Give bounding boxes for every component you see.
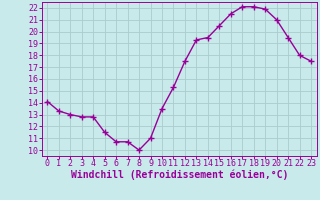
X-axis label: Windchill (Refroidissement éolien,°C): Windchill (Refroidissement éolien,°C): [70, 170, 288, 180]
